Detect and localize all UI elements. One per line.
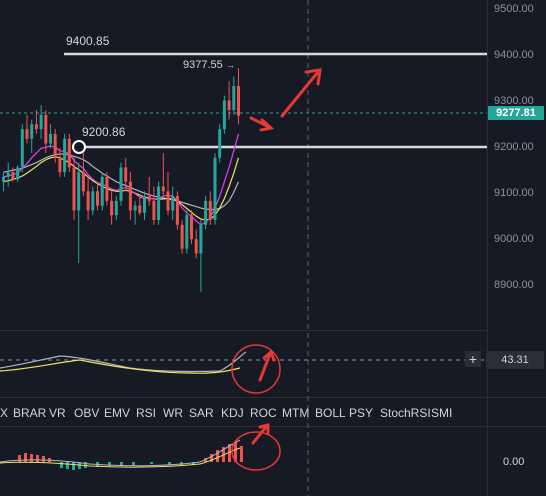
indicator-line-fast <box>0 359 241 374</box>
candle-body <box>11 172 15 180</box>
price-axis-label: 9200.00 <box>494 141 534 153</box>
indicator-value-badge: 43.31 <box>486 351 544 369</box>
candle-body <box>81 172 85 192</box>
candle-body <box>180 224 184 249</box>
tab-x[interactable]: X <box>0 406 9 420</box>
tab-vr[interactable]: VR <box>49 406 66 420</box>
candle-body <box>77 172 81 211</box>
annotation-arrow-right <box>249 116 275 132</box>
candle-body <box>194 239 198 254</box>
candle-body <box>53 133 57 158</box>
price-axis-label: 9300.00 <box>494 95 534 107</box>
price-axis-label: 9500.00 <box>494 3 534 15</box>
candle-body <box>175 196 179 225</box>
candle-body <box>114 200 118 216</box>
price-axis-label: 9400.00 <box>494 49 534 61</box>
add-indicator-button[interactable]: + <box>465 351 481 367</box>
candle-body <box>100 176 104 206</box>
price-axis-label: 8900.00 <box>494 279 534 291</box>
candle-body <box>222 100 226 130</box>
candle-body <box>147 196 151 201</box>
candle-body <box>232 86 236 110</box>
candle-body <box>25 129 29 139</box>
level-line-handle[interactable] <box>72 140 86 154</box>
candle-body <box>86 191 90 211</box>
candle-body <box>124 167 128 182</box>
peak-arrow-icon: → <box>226 60 235 70</box>
candle-body <box>72 167 76 211</box>
candle-body <box>138 205 142 213</box>
candle-body <box>128 181 132 211</box>
price-axis-label: 9100.00 <box>494 187 534 199</box>
tab-roc[interactable]: ROC <box>250 406 277 420</box>
candle-body <box>218 129 222 158</box>
candle-body <box>105 176 109 201</box>
tab-boll[interactable]: BOLL <box>315 406 346 420</box>
candle-body <box>16 167 20 180</box>
candle-body <box>63 138 67 173</box>
candle-body <box>166 191 170 211</box>
candle-body <box>20 129 24 168</box>
annotation-circle-histogram <box>231 431 281 471</box>
tab-wr[interactable]: WR <box>163 406 183 420</box>
candle-body <box>199 224 203 254</box>
tab-psy[interactable]: PSY <box>349 406 374 420</box>
candle-body <box>39 114 43 130</box>
annotation-arrow-histogram <box>251 423 270 445</box>
candle-body <box>171 196 175 211</box>
candle-body <box>91 191 95 211</box>
candle-body <box>213 157 217 220</box>
tab-obv[interactable]: OBV <box>74 406 100 420</box>
candle-body <box>96 191 99 206</box>
peak-price-label: 9377.55 <box>183 59 223 71</box>
candle-body <box>2 176 5 182</box>
candle-body <box>185 215 189 249</box>
tab-sar[interactable]: SAR <box>189 406 214 420</box>
price-axis-label: 9000.00 <box>494 233 534 245</box>
tab-stochrsi[interactable]: StochRSI <box>380 406 431 420</box>
histogram-main-line <box>0 447 241 468</box>
candlesticks <box>2 68 240 292</box>
candle-body <box>44 114 48 144</box>
candle-body <box>49 133 52 144</box>
current-price-tag: 9277.81 <box>488 106 544 120</box>
candle-body <box>119 167 123 201</box>
annotation-circle-indicator <box>231 344 281 394</box>
candle-body <box>34 124 38 130</box>
tab-rsi[interactable]: RSI <box>136 406 157 420</box>
annotation-arrow-indicator <box>258 349 276 382</box>
candle-body <box>110 200 114 216</box>
support-level-label: 9200.86 <box>82 125 126 139</box>
candle-body <box>208 200 212 220</box>
candle-body <box>152 200 156 220</box>
high-level-label: 9400.85 <box>66 34 110 48</box>
tab-smi[interactable]: SMI <box>431 406 453 420</box>
tab-brar[interactable]: BRAR <box>13 406 47 420</box>
candle-body <box>67 138 71 168</box>
candle-body <box>133 205 137 211</box>
histogram-signal-line <box>0 439 241 467</box>
candle-body <box>157 186 161 220</box>
tab-mtm[interactable]: MTM <box>282 406 310 420</box>
histogram-zero-label: 0.00 <box>503 456 525 468</box>
candle-body <box>237 86 240 116</box>
annotation-arrow-up <box>280 68 322 118</box>
indicator-line-slow <box>0 351 247 373</box>
tab-emv[interactable]: EMV <box>104 406 131 420</box>
candle-body <box>227 100 231 110</box>
candle-body <box>190 215 193 240</box>
candle-body <box>161 186 165 192</box>
tab-kdj[interactable]: KDJ <box>221 406 244 420</box>
candle-body <box>143 196 146 213</box>
candle-body <box>6 172 10 177</box>
candle-body <box>204 200 208 225</box>
candle-body <box>58 157 62 173</box>
candle-body <box>30 124 34 139</box>
